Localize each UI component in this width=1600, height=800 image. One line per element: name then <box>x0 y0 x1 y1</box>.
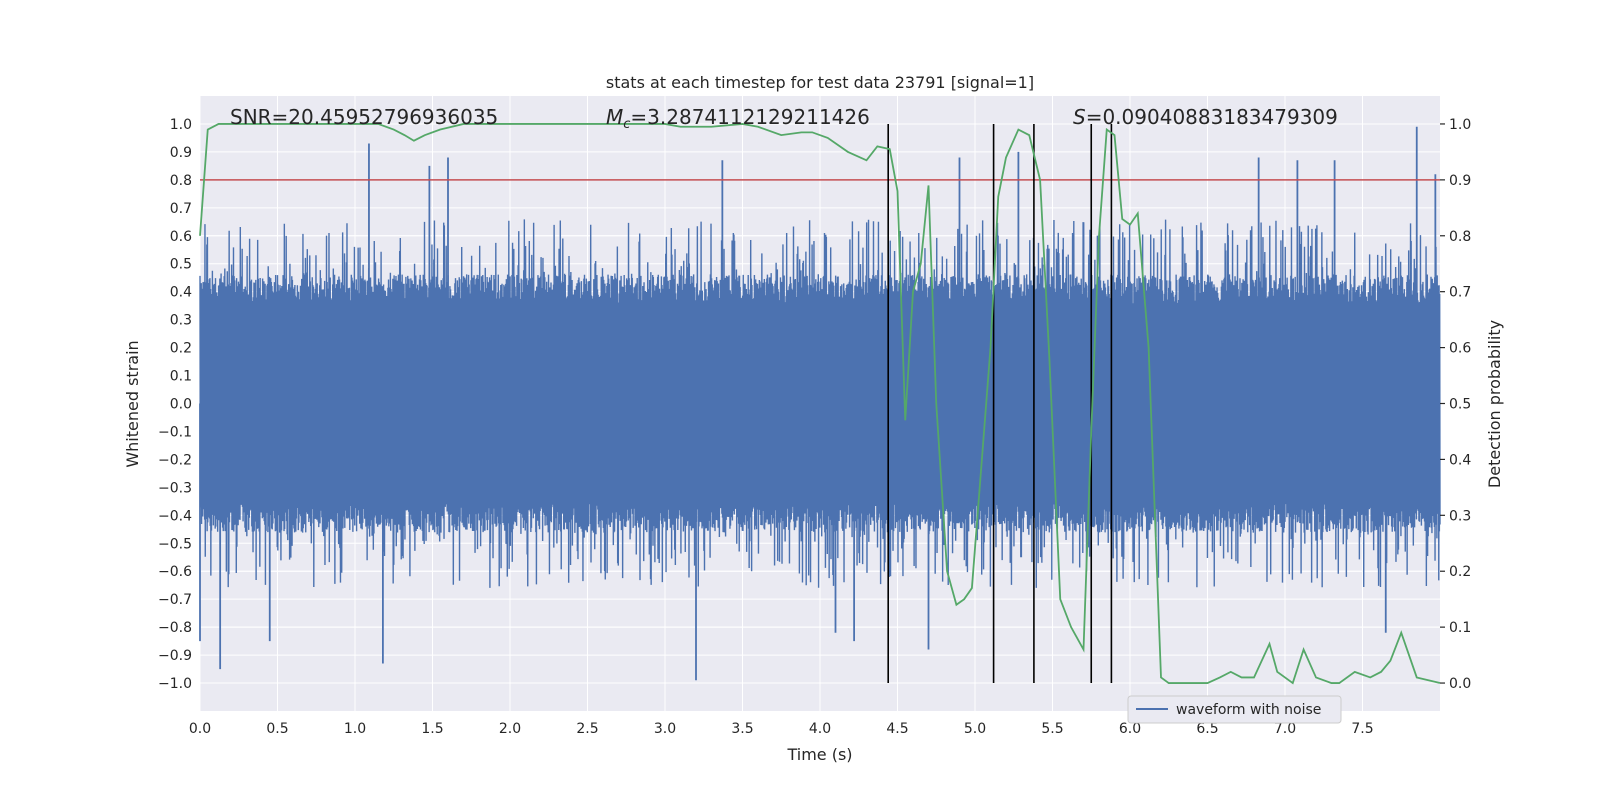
y-left-axis-label: Whitened strain <box>123 340 142 467</box>
x-tick-label-2: 1.0 <box>344 721 366 737</box>
y-right-tick-label-0: 0.0 <box>1449 676 1471 692</box>
s-annotation: S=0.09040883183479309 <box>1073 105 1338 129</box>
y-left-tick-label-3: −0.7 <box>158 592 192 608</box>
y-left-tick-label-16: 0.6 <box>170 229 192 245</box>
x-tick-label-12: 6.0 <box>1119 721 1141 737</box>
event-markers <box>887 123 1113 684</box>
y-left-axis-ticks: −1.0 −0.9 −0.8 −0.7 −0.6 −0.5 −0.4 −0.3 −0.2 −0.1… <box>158 117 192 692</box>
snr-annotation: SNR=20.45952796936035 <box>230 105 498 129</box>
legend: waveform with noise <box>1127 695 1342 724</box>
legend-label-waveform: waveform with noise <box>1176 702 1321 718</box>
probability-line <box>199 123 1441 685</box>
y-left-tick-label-10: 0.0 <box>170 397 192 413</box>
y-left-tick-label-2: −0.8 <box>158 620 192 636</box>
y-left-tick-label-5: −0.5 <box>158 536 192 552</box>
probability-series <box>199 123 1441 685</box>
y-left-tick-label-14: 0.4 <box>170 285 192 301</box>
y-left-tick-label-1: −0.9 <box>158 648 192 664</box>
chirp-mass-annotation: Mc=3.2874112129211426 <box>606 105 870 132</box>
x-tick-label-13: 6.5 <box>1196 721 1218 737</box>
y-left-tick-label-19: 0.9 <box>170 145 192 161</box>
y-right-tick-label-7: 0.7 <box>1449 285 1471 301</box>
x-tick-label-7: 3.5 <box>731 721 753 737</box>
x-tick-label-6: 3.0 <box>654 721 676 737</box>
x-tick-label-10: 5.0 <box>964 721 986 737</box>
chirp-mass-symbol: M <box>606 105 623 129</box>
y-right-tick-label-3: 0.3 <box>1449 508 1471 524</box>
y-left-tick-label-9: −0.1 <box>158 424 192 440</box>
y-left-tick-label-12: 0.2 <box>170 341 192 357</box>
y-left-tick-label-18: 0.8 <box>170 173 192 189</box>
y-left-tick-label-11: 0.1 <box>170 369 192 385</box>
x-tick-label-9: 4.5 <box>886 721 908 737</box>
x-tick-label-15: 7.5 <box>1351 721 1373 737</box>
chirp-mass-subscript: c <box>623 117 630 132</box>
y-left-tick-label-17: 0.7 <box>170 201 192 217</box>
y-right-tick-label-9: 0.9 <box>1449 173 1471 189</box>
y-right-tick-label-2: 0.2 <box>1449 564 1471 580</box>
y-right-axis-ticks: 0.0 0.1 0.2 0.3 0.4 0.5 0.6 0.7 0.8 0.9 1.0 <box>1440 117 1471 692</box>
y-left-tick-label-6: −0.4 <box>158 508 192 524</box>
waveform-series <box>199 126 1441 681</box>
y-right-tick-label-1: 0.1 <box>1449 620 1471 636</box>
y-right-tick-label-5: 0.5 <box>1449 397 1471 413</box>
y-left-tick-label-13: 0.3 <box>170 313 192 329</box>
y-left-tick-label-8: −0.2 <box>158 452 192 468</box>
x-tick-label-14: 7.0 <box>1274 721 1296 737</box>
y-right-tick-label-10: 1.0 <box>1449 117 1471 133</box>
x-tick-label-0: 0.0 <box>189 721 211 737</box>
legend-box <box>1127 695 1342 724</box>
y-right-tick-label-8: 0.8 <box>1449 229 1471 245</box>
x-tick-label-4: 2.0 <box>499 721 521 737</box>
chirp-mass-value: =3.2874112129211426 <box>630 105 869 129</box>
y-left-tick-label-0: −1.0 <box>158 676 192 692</box>
y-left-tick-label-15: 0.5 <box>170 257 192 273</box>
s-symbol: S <box>1073 105 1086 129</box>
s-value: =0.09040883183479309 <box>1086 105 1338 129</box>
x-tick-label-3: 1.5 <box>421 721 443 737</box>
y-right-tick-label-6: 0.6 <box>1449 341 1471 357</box>
x-tick-label-8: 4.0 <box>809 721 831 737</box>
x-axis-ticks: 0.0 0.5 1.0 1.5 2.0 2.5 3.0 3.5 4.0 4.5 5.0 5.5 6.0 6… <box>189 721 1374 737</box>
chart-title: stats at each timestep for test data 237… <box>606 73 1034 92</box>
y-right-tick-label-4: 0.4 <box>1449 452 1471 468</box>
x-tick-label-1: 0.5 <box>266 721 288 737</box>
x-tick-label-11: 5.5 <box>1041 721 1063 737</box>
y-right-axis-label: Detection probability <box>1485 320 1504 488</box>
y-left-tick-label-20: 1.0 <box>170 117 192 133</box>
x-axis-label: Time (s) <box>786 745 852 764</box>
y-left-tick-label-7: −0.3 <box>158 480 192 496</box>
y-left-tick-label-4: −0.6 <box>158 564 192 580</box>
x-tick-label-5: 2.5 <box>576 721 598 737</box>
waveform-noise-line <box>199 219 1441 588</box>
